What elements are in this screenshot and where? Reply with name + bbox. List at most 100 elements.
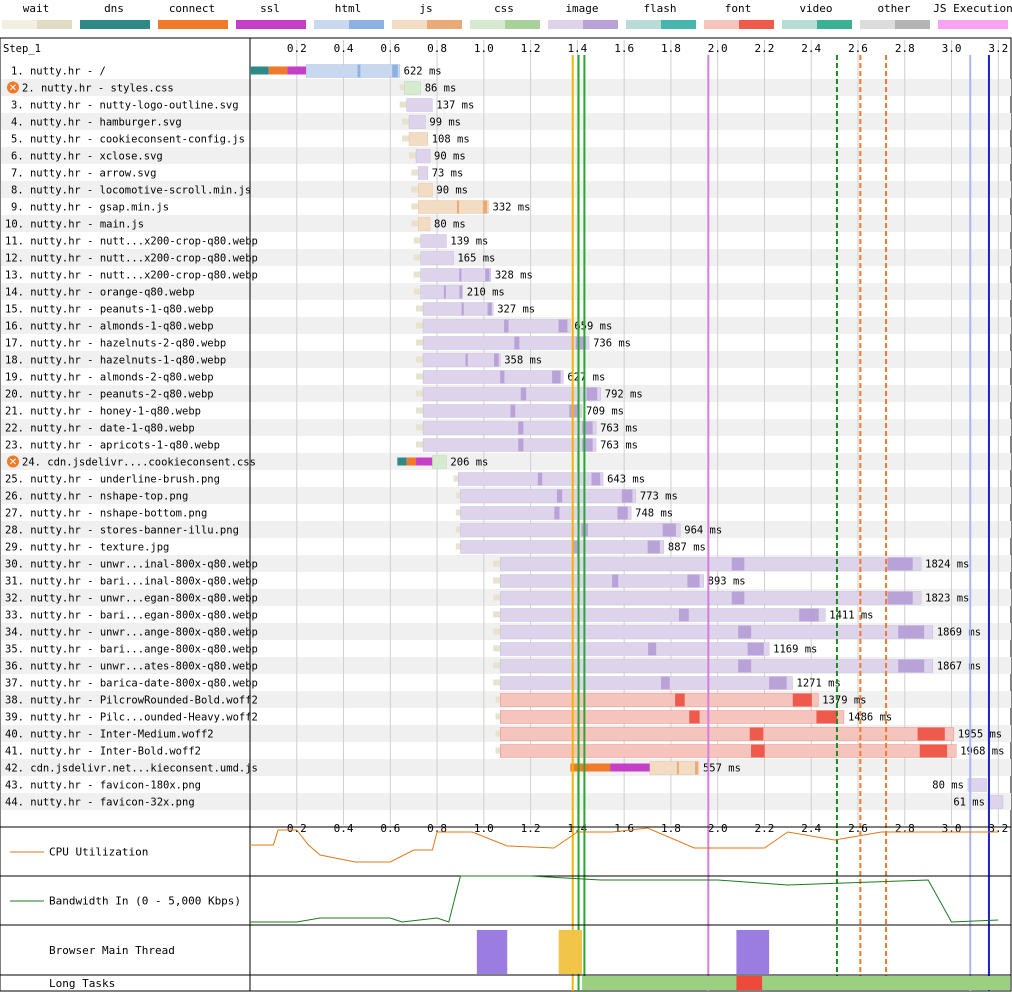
request-row[interactable]: 14. nutty.hr - orange-q80.webp 210 ms (5, 285, 505, 299)
request-row[interactable]: 27. nutty.hr - nshape-bottom.png 748 ms (5, 506, 673, 520)
request-row[interactable]: 43. nutty.hr - favicon-180x.png 80 ms (5, 778, 987, 792)
request-row[interactable]: 15. nutty.hr - peanuts-1-q80.webp 327 ms (5, 302, 535, 316)
warning-icon-glyph: ✕ (9, 457, 17, 468)
duration-label: 80 ms (434, 219, 466, 231)
request-row[interactable]: 32. nutty.hr - unwr...egan-800x-q80.webp… (5, 591, 969, 605)
legend-label: css (494, 2, 514, 15)
request-row[interactable]: 12. nutty.hr - nutt...x200-crop-q80.webp… (5, 251, 495, 265)
wait-bar (453, 475, 459, 482)
wait-bar (493, 560, 501, 567)
request-row[interactable]: 19. nutty.hr - almonds-2-q80.webp 627 ms (5, 370, 605, 384)
legend-label: connect (168, 2, 216, 15)
tick-label: 2.4 (801, 42, 821, 55)
duration-label: 1823 ms (925, 593, 969, 605)
warning-icon (7, 455, 19, 468)
request-row[interactable]: 30. nutty.hr - unwr...inal-800x-q80.webp… (5, 557, 969, 571)
wait-bar (455, 526, 461, 533)
wait-bar (416, 407, 424, 414)
duration-label: 90 ms (436, 185, 468, 197)
download-bar (418, 217, 431, 231)
request-row[interactable]: 44. nutty.hr - favicon-32x.png 61 ms (5, 795, 1004, 809)
request-label: 26. nutty.hr - nshape-top.png (5, 491, 188, 503)
duration-label: 332 ms (493, 202, 531, 214)
request-row[interactable]: 17. nutty.hr - hazelnuts-2-q80.webp 736 m… (5, 336, 631, 350)
download-bar (422, 404, 583, 418)
request-row[interactable]: 18. nutty.hr - hazelnuts-1-q80.webp 358 m… (5, 353, 542, 367)
request-label: 5. nutty.hr - cookieconsent-config.js (11, 134, 245, 146)
tick-label: 1.8 (661, 42, 681, 55)
download-bar (460, 540, 665, 554)
main-thread-block (476, 930, 508, 974)
request-label: 1. nutty.hr - / (11, 66, 106, 78)
duration-label: 99 ms (429, 117, 461, 129)
request-row[interactable]: 26. nutty.hr - nshape-top.png 773 ms (5, 489, 678, 503)
request-row[interactable]: 11. nutty.hr - nutt...x200-crop-q80.webp… (5, 234, 488, 248)
request-label: 31. nutty.hr - bari...inal-800x-q80.webp (5, 576, 258, 588)
request-row[interactable]: 38. nutty.hr - PilcrowRounded-Bold.woff2… (5, 693, 867, 707)
request-row[interactable]: 41. nutty.hr - Inter-Bold.woff2 1968 ms (5, 744, 1004, 758)
request-label: 44. nutty.hr - favicon-32x.png (5, 797, 195, 809)
request-row[interactable]: 20. nutty.hr - peanuts-2-q80.webp 792 ms (5, 387, 643, 401)
request-row[interactable]: ✕ 2. nutty.hr - styles.css 86 ms (7, 81, 456, 95)
request-row[interactable]: 6. nutty.hr - xclose.svg 90 ms (11, 149, 466, 163)
download-bar (500, 710, 845, 724)
tick-label: 2.0 (708, 42, 728, 55)
legend-label: flash (643, 2, 677, 15)
request-row[interactable]: 3. nutty.hr - nutty-logo-outline.svg 137 … (11, 98, 474, 112)
tick-label: 2.0 (708, 822, 728, 835)
request-row[interactable]: 37. nutty.hr - barica-date-800x-q80.webp… (5, 676, 841, 690)
duration-label: 139 ms (450, 236, 488, 248)
legend-swatch (626, 20, 696, 29)
request-row[interactable]: 29. nutty.hr - texture.jpg 887 ms (5, 540, 706, 554)
request-row[interactable]: ✕ 24. cdn.jsdelivr....cookieconsent.css 20… (7, 455, 488, 469)
request-row[interactable]: 5. nutty.hr - cookieconsent-config.js 108… (11, 132, 470, 146)
legend-label: js (419, 2, 433, 15)
wait-bar (493, 577, 501, 584)
request-row[interactable]: 40. nutty.hr - Inter-Medium.woff2 1955 ms (5, 727, 1002, 741)
connect-bar (570, 763, 611, 772)
request-row[interactable]: 23. nutty.hr - apricots-1-q80.webp 763 ms (5, 438, 638, 452)
main-thread-block (736, 930, 770, 974)
request-row[interactable]: 13. nutty.hr - nutt...x200-crop-q80.webp… (5, 268, 533, 282)
request-label: 33. nutty.hr - bari...egan-800x-q80.webp (5, 610, 258, 622)
download-bar (460, 489, 636, 503)
request-row[interactable]: 21. nutty.hr - honey-1-q80.webp 709 ms (5, 404, 624, 418)
download-chunk (582, 421, 593, 435)
download-bar (500, 574, 704, 588)
request-row[interactable]: 35. nutty.hr - bari...ange-800x-q80.webp… (5, 642, 817, 656)
tick-label: 3.0 (942, 42, 962, 55)
request-row[interactable]: 9. nutty.hr - gsap.min.js 332 ms (11, 200, 531, 214)
request-row[interactable]: 7. nutty.hr - arrow.svg 73 ms (11, 166, 463, 180)
request-row[interactable]: 4. nutty.hr - hamburger.svg 99 ms (11, 115, 461, 129)
request-row[interactable]: 8. nutty.hr - locomotive-scroll.min.js 90… (11, 183, 468, 197)
legend-swatch (470, 20, 540, 29)
legend-swatch (782, 20, 852, 29)
request-row[interactable]: 1. nutty.hr - / 622 ms (11, 64, 442, 78)
request-row[interactable]: 31. nutty.hr - bari...inal-800x-q80.webp… (5, 574, 746, 588)
download-bar (500, 557, 922, 571)
duration-label: 557 ms (703, 763, 741, 775)
wait-bar (455, 509, 461, 516)
request-row[interactable]: 10. nutty.hr - main.js 80 ms (5, 217, 466, 231)
download-chunk (461, 302, 464, 316)
duration-label: 165 ms (457, 253, 495, 265)
request-row[interactable]: 33. nutty.hr - bari...egan-800x-q80.webp… (5, 608, 874, 622)
download-bar (418, 166, 428, 180)
request-row[interactable]: 22. nutty.hr - date-1-q80.webp 763 ms (5, 421, 638, 435)
request-label: 19. nutty.hr - almonds-2-q80.webp (5, 372, 214, 384)
request-row[interactable]: 39. nutty.hr - Pilc...ounded-Heavy.woff2… (5, 710, 892, 724)
request-row[interactable]: 42. cdn.jsdelivr.net...kieconsent.umd.js… (5, 761, 741, 775)
request-row[interactable]: 28. nutty.hr - stores-banner-illu.png 964… (5, 523, 722, 537)
wait-bar (413, 254, 421, 261)
download-bar (432, 455, 447, 469)
duration-label: 80 ms (932, 780, 964, 792)
download-chunk (769, 676, 787, 690)
legend-image: image (546, 0, 618, 32)
request-label: 32. nutty.hr - unwr...egan-800x-q80.webp (5, 593, 258, 605)
download-chunk (612, 574, 619, 588)
request-row[interactable]: 36. nutty.hr - unwr...ates-800x-q80.webp… (5, 659, 981, 673)
request-label: 15. nutty.hr - peanuts-1-q80.webp (5, 304, 214, 316)
download-chunk (582, 438, 593, 452)
request-row[interactable]: 25. nutty.hr - underline-brush.png 643 ms (5, 472, 645, 486)
request-label: 13. nutty.hr - nutt...x200-crop-q80.webp (5, 270, 258, 282)
